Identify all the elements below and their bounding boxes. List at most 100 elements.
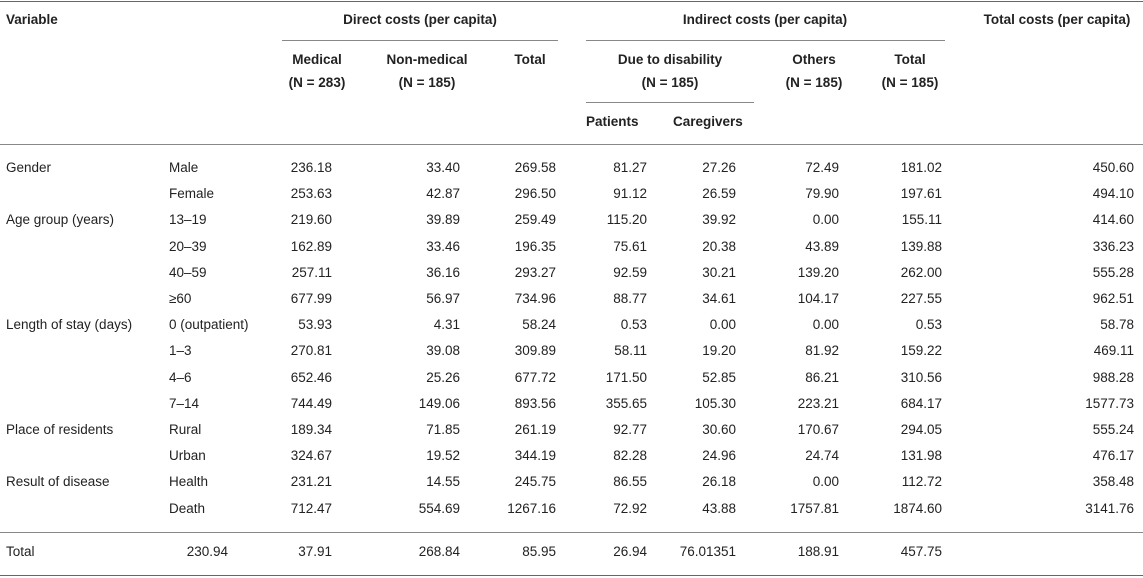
row-subgroup-label: Urban [169,448,206,463]
table-cell: 82.28 [613,448,647,463]
table-cell: 0.00 [812,212,839,227]
table-cell: 310.56 [900,370,942,385]
table-cell: 170.67 [797,422,839,437]
table-cell: 58.24 [522,317,556,332]
row-group-label: Gender [6,160,52,175]
header-others: Others (N = 185) [786,48,843,94]
total-cell: 230.94 [186,544,228,559]
table-cell: 0.00 [812,317,839,332]
table-cell: 92.59 [613,265,647,280]
table-cell: 92.77 [613,422,647,437]
table-cell: 309.89 [514,343,556,358]
header-medical: Medical (N = 283) [289,48,346,94]
table-cell: 19.20 [702,343,736,358]
header-others-n: (N = 185) [785,75,843,90]
bottom-rule [0,575,1143,576]
table-cell: 0.53 [915,317,942,332]
header-indirect-total-n: (N = 185) [881,75,939,90]
table-cell: 893.56 [514,396,556,411]
table-cell: 296.50 [514,186,556,201]
table-cell: 36.16 [426,265,460,280]
table-cell: 91.12 [613,186,647,201]
table-cell: 236.18 [290,160,332,175]
table-cell: 43.88 [702,501,736,516]
table-cell: 112.72 [901,474,942,489]
table-cell: 677.99 [290,291,332,306]
table-cell: 259.49 [514,212,556,227]
table-cell: 1874.60 [893,501,942,516]
row-subgroup-label: Death [169,501,206,516]
row-group-label: Result of disease [6,474,110,489]
table-cell: 34.61 [702,291,736,306]
table-cell: 86.55 [613,474,647,489]
table-cell: 4.31 [433,317,460,332]
row-subgroup-label: 0 (outpatient) [169,317,249,332]
table-cell: 33.40 [426,160,460,175]
header-indirect-total-label: Total [894,52,926,67]
row-group-label: Length of stay (days) [6,317,133,332]
header-bottom-rule [0,144,1143,145]
table-cell: 414.60 [1092,212,1134,227]
table-cell: 336.23 [1092,239,1134,254]
table-cell: 86.21 [805,370,839,385]
table-cell: 0.53 [620,317,647,332]
header-caregivers: Caregivers [673,114,743,129]
header-non-medical-label: Non-medical [386,52,468,67]
table-cell: 196.35 [514,239,556,254]
table-cell: 33.46 [426,239,460,254]
table-cell: 712.47 [290,501,332,516]
table-cell: 14.55 [426,474,460,489]
total-cell: 76.01351 [679,544,736,559]
total-label: Total [6,544,35,559]
table-cell: 253.63 [290,186,332,201]
table-cell: 324.67 [290,448,332,463]
row-subgroup-label: Health [169,474,209,489]
table-cell: 197.61 [900,186,942,201]
header-others-label: Others [792,52,836,67]
table-cell: 42.87 [426,186,460,201]
table-cell: 219.60 [290,212,332,227]
header-direct-costs: Direct costs (per capita) [343,12,497,27]
total-cell: 188.91 [797,544,839,559]
total-cell: 26.94 [613,544,647,559]
table-cell: 53.93 [298,317,332,332]
header-due-to-disability-label: Due to disability [617,52,723,67]
total-cell: 37.91 [298,544,332,559]
table-cell: 30.21 [702,265,736,280]
row-subgroup-label: 7–14 [169,396,200,411]
row-group-label: Age group (years) [6,212,115,227]
table-cell: 30.60 [702,422,736,437]
header-direct-total-label: Total [514,52,546,67]
table-cell: 81.27 [613,160,647,175]
table-cell: 39.08 [426,343,460,358]
header-patients: Patients [586,114,639,129]
indirect-costs-underline [586,40,945,41]
table-cell: 257.11 [291,265,332,280]
table-cell: 262.00 [900,265,942,280]
table-cell: 652.46 [290,370,332,385]
table-cell: 227.55 [900,291,942,306]
table-cell: 269.58 [514,160,556,175]
table-cell: 677.72 [514,370,556,385]
table-cell: 20.38 [702,239,736,254]
table-cell: 159.22 [900,343,942,358]
header-total-costs: Total costs (per capita) [983,12,1131,27]
table-cell: 27.26 [702,160,736,175]
header-medical-label: Medical [292,52,342,67]
header-medical-n: (N = 283) [288,75,346,90]
table-cell: 358.48 [1092,474,1134,489]
disability-underline [586,102,754,103]
table-cell: 75.61 [613,239,647,254]
table-cell: 19.52 [426,448,460,463]
table-cell: 115.20 [606,212,647,227]
header-indirect-total: Total (N = 185) [882,48,939,94]
total-cell: 268.84 [418,544,460,559]
table-cell: 79.90 [805,186,839,201]
row-subgroup-label: Female [169,186,215,201]
table-cell: 181.02 [900,160,942,175]
table-cell: 0.00 [709,317,736,332]
table-cell: 231.21 [290,474,332,489]
row-subgroup-label: 40–59 [169,265,207,280]
table-cell: 555.24 [1092,422,1134,437]
table-cell: 171.50 [605,370,647,385]
